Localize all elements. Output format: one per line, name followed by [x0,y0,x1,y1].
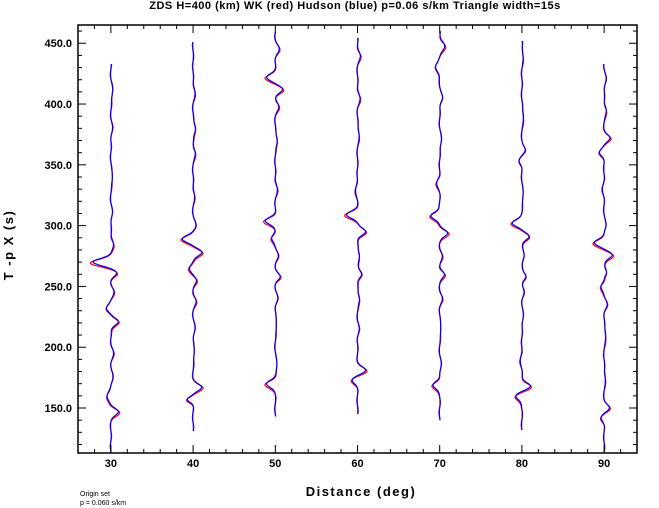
trace-50-wk-red [262,31,285,417]
y-tick-label-300: 300.0 [44,221,72,233]
x-tick-label-50: 50 [269,458,281,470]
footer-ray-parameter-note: p = 0.060 s/km [80,500,126,507]
y-tick-label-400: 400.0 [44,99,72,111]
trace-90-hudson-blue [593,64,613,454]
y-axis: 150.0 200.0 250.0 300.0 350.0 400.0 450.0 [44,30,637,445]
x-tick-label-30: 30 [105,458,117,470]
x-axis-label: Distance (deg) [306,484,417,499]
x-tick-label-80: 80 [516,458,528,470]
trace-60-wk-red [344,37,368,415]
trace-group [89,31,615,454]
y-tick-label-450: 450.0 [44,38,72,50]
y-tick-label-350: 350.0 [44,160,72,172]
trace-30-hudson-blue [92,64,120,454]
x-tick-label-40: 40 [187,458,199,470]
chart-title: ZDS H=400 (km) WK (red) Hudson (blue) p=… [149,0,560,12]
trace-50-hudson-blue [264,31,284,417]
trace-80-hudson-blue [511,40,531,430]
x-tick-label-60: 60 [351,458,363,470]
y-tick-label-200: 200.0 [44,342,72,354]
y-tick-label-150: 150.0 [44,403,72,415]
footer-origin-note: Origin set [80,491,110,498]
x-tick-label-70: 70 [434,458,446,470]
x-tick-label-90: 90 [598,458,610,470]
trace-40-hudson-blue [181,42,203,432]
x-axis: 30 40 50 60 70 80 90 [77,25,638,470]
trace-30-wk-red [89,64,121,454]
trace-70-hudson-blue [430,31,449,421]
y-axis-label: T -p X (s) [1,210,16,281]
y-tick-label-250: 250.0 [44,281,72,293]
trace-60-hudson-blue [345,37,367,415]
